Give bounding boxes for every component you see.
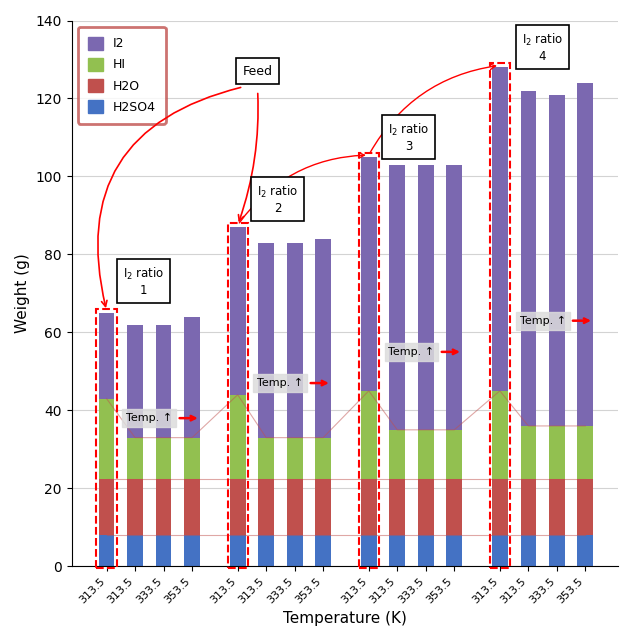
Bar [520, 90, 536, 426]
Bar [389, 479, 405, 535]
Bar [287, 479, 303, 535]
Bar [127, 535, 143, 566]
Text: Temp. ↑: Temp. ↑ [127, 413, 195, 423]
Bar [492, 479, 508, 535]
Bar [418, 165, 434, 430]
Bar [184, 535, 200, 566]
Bar [520, 479, 536, 535]
Bar [156, 535, 172, 566]
Text: Temp. ↑: Temp. ↑ [258, 378, 326, 388]
Legend: I2, HI, H2O, H2SO4: I2, HI, H2O, H2SO4 [78, 27, 166, 124]
Bar [127, 479, 143, 535]
Bar [127, 324, 143, 438]
Bar [490, 63, 510, 568]
Text: I$_2$ ratio
1: I$_2$ ratio 1 [123, 266, 165, 297]
Bar [258, 535, 274, 566]
Text: I$_2$ ratio
3: I$_2$ ratio 3 [388, 122, 429, 153]
Bar [549, 535, 565, 566]
Bar [156, 324, 172, 438]
Bar [549, 426, 565, 479]
Bar [315, 239, 331, 438]
Bar [258, 479, 274, 535]
Bar [287, 535, 303, 566]
Bar [315, 535, 331, 566]
Bar [287, 438, 303, 479]
Bar [156, 479, 172, 535]
Bar [520, 535, 536, 566]
Bar [577, 83, 593, 426]
Text: Temp. ↑: Temp. ↑ [520, 315, 588, 326]
Bar [99, 399, 115, 479]
Y-axis label: Weight (g): Weight (g) [15, 254, 30, 333]
Bar [446, 535, 462, 566]
Bar [577, 535, 593, 566]
Bar [549, 95, 565, 426]
Bar [446, 479, 462, 535]
Bar [577, 479, 593, 535]
Bar [446, 430, 462, 479]
Bar [361, 157, 377, 391]
Bar [184, 479, 200, 535]
Bar [315, 438, 331, 479]
Bar [230, 227, 246, 395]
Bar [389, 430, 405, 479]
Bar [99, 313, 115, 399]
Bar [361, 479, 377, 535]
Bar [492, 67, 508, 391]
Bar [361, 391, 377, 479]
Bar [549, 479, 565, 535]
Bar [492, 391, 508, 479]
Bar [418, 535, 434, 566]
X-axis label: Temperature (K): Temperature (K) [283, 611, 407, 626]
Bar [258, 438, 274, 479]
Text: Feed: Feed [242, 65, 273, 78]
Bar [156, 438, 172, 479]
Bar [184, 438, 200, 479]
Bar [418, 479, 434, 535]
Bar [99, 535, 115, 566]
Text: Temp. ↑: Temp. ↑ [389, 347, 457, 357]
Bar [99, 479, 115, 535]
Bar [520, 426, 536, 479]
Bar [230, 535, 246, 566]
Bar [230, 479, 246, 535]
Bar [359, 153, 379, 568]
Bar [389, 535, 405, 566]
Bar [184, 317, 200, 438]
Text: I$_2$ ratio
2: I$_2$ ratio 2 [257, 184, 298, 215]
Bar [96, 309, 116, 568]
Bar [446, 165, 462, 430]
Bar [418, 430, 434, 479]
Bar [287, 243, 303, 438]
Bar [315, 479, 331, 535]
Bar [127, 438, 143, 479]
Bar [230, 395, 246, 479]
Bar [389, 165, 405, 430]
Bar [228, 223, 248, 568]
Text: I$_2$ ratio
4: I$_2$ ratio 4 [522, 32, 563, 63]
Bar [361, 535, 377, 566]
Bar [577, 426, 593, 479]
Bar [258, 243, 274, 438]
Bar [492, 535, 508, 566]
